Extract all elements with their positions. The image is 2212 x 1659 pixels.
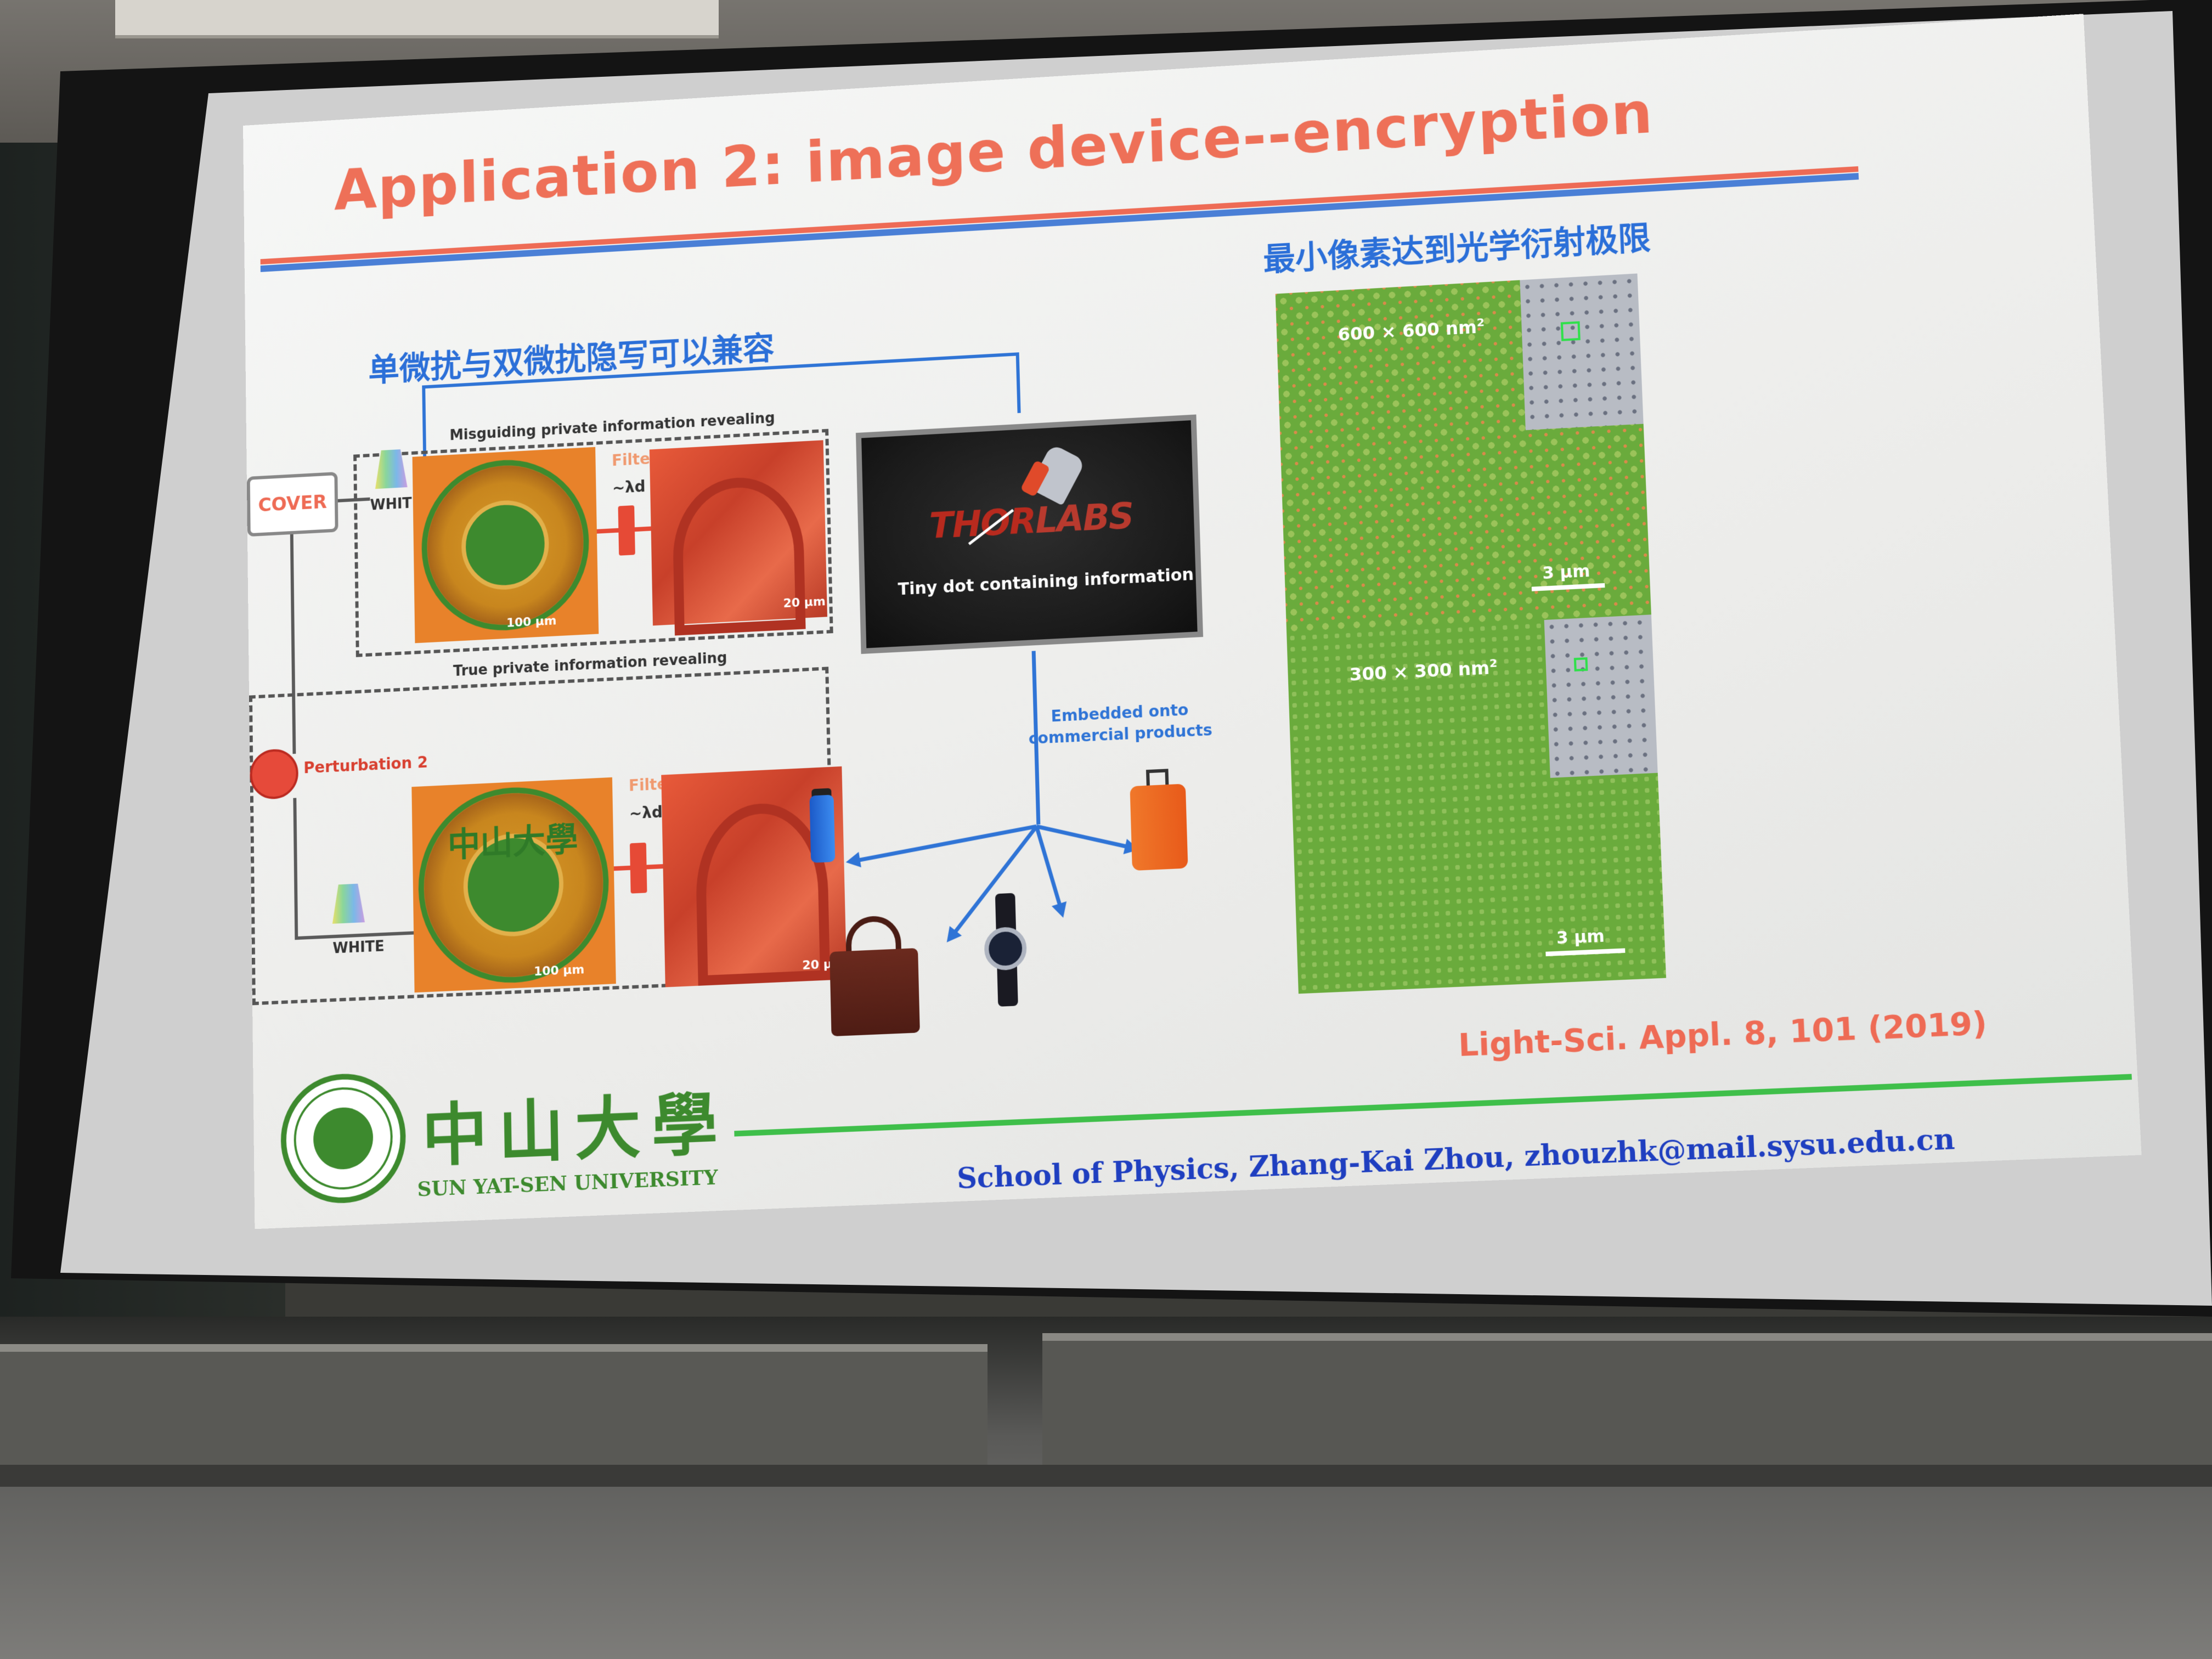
tiny-dot-caption: Tiny dot containing information (898, 565, 1194, 599)
scale-bar-bottom (1545, 948, 1625, 956)
seal-cn-text: 中山大學 (423, 811, 603, 868)
cover-label: COVER (250, 490, 335, 517)
chalk-ledge (0, 1465, 2212, 1487)
panel-label-600-text: 600 × 600 nm (1338, 316, 1477, 345)
cover-box: COVER (247, 472, 338, 537)
panel-label-300-sup: 2 (1489, 656, 1497, 670)
embed-caption: Embedded onto commercial products (1028, 698, 1212, 750)
scale-100um-top: 100 μm (506, 614, 557, 630)
handbag-icon (830, 948, 920, 1036)
sem-inset-bottom (1544, 614, 1658, 778)
wristwatch-icon (984, 926, 1027, 971)
lambda-top: ~λd (612, 477, 646, 497)
thorlabs-logo-b: LABS (1035, 495, 1133, 541)
blackboard-frame-left (0, 1344, 988, 1470)
sem-inset-top (1520, 273, 1643, 430)
thorlabs-logo: THORLABS (929, 495, 1133, 547)
arrow-head-icon (844, 852, 861, 870)
suitcase-handle (1146, 769, 1169, 787)
panel-label-600: 600 × 600 nm2 (1338, 315, 1485, 345)
water-bottle-icon (809, 795, 835, 863)
pixel-panel-600nm: 600 × 600 nm2 3 μm (1276, 273, 1651, 633)
panel-label-300: 300 × 300 nm2 (1349, 656, 1498, 685)
connector-line (1016, 352, 1021, 413)
university-name-cn: 中山大學 (421, 1069, 730, 1180)
projected-slide: Application 2: image device--encryption … (243, 14, 2142, 1229)
thorlabs-product-photo: THORLABS Tiny dot containing information (856, 414, 1203, 654)
ceiling-light-fixture (115, 0, 719, 38)
white-label-bottom: WHITE (332, 938, 385, 957)
scale-3um-top: 3 μm (1542, 561, 1590, 583)
university-seal-logo (280, 1071, 407, 1206)
pixel-panel-300nm: 300 × 300 nm2 3 μm (1286, 614, 1666, 994)
arrow-to-suitcase (1036, 825, 1129, 849)
panel-label-300-text: 300 × 300 nm (1349, 657, 1490, 685)
highlight-square-bottom (1574, 657, 1588, 672)
scale-bar-top (1532, 583, 1605, 591)
blackboard-frame-right (1042, 1333, 2212, 1476)
scale-100um-bottom: 100 μm (534, 963, 585, 979)
highlight-square-top (1561, 321, 1581, 341)
arrow-head-icon (941, 926, 962, 947)
arrow-head-icon (1052, 901, 1071, 920)
suitcase-icon (1130, 784, 1188, 871)
thorlabs-logo-a: THOR (929, 501, 1036, 548)
scale-3um-bottom: 3 μm (1556, 926, 1605, 948)
panel-label-600-sup: 2 (1476, 315, 1485, 329)
scale-20um-top: 20 μm (783, 595, 826, 611)
subtitle-right: 最小像素达到光学衍射极限 (1262, 212, 1651, 280)
citation: Light-Sci. Appl. 8, 101 (2019) (1458, 1005, 1988, 1064)
arrow-to-watch (1035, 826, 1062, 907)
